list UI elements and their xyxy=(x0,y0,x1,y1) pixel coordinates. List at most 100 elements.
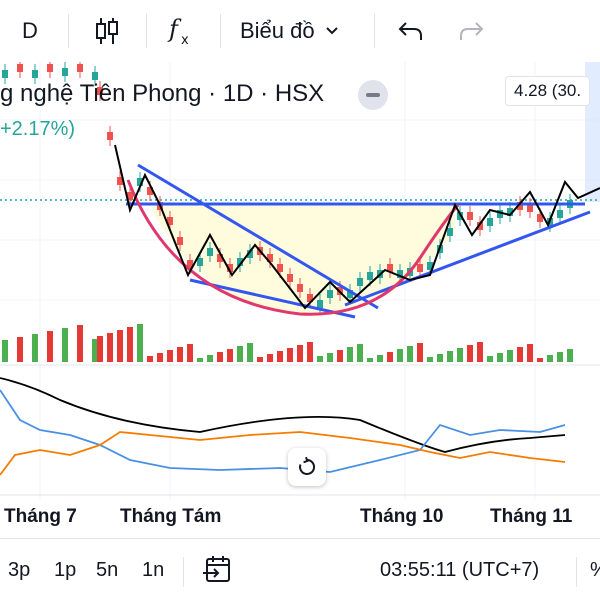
volume-bars xyxy=(2,324,573,362)
volume-bar xyxy=(47,331,53,362)
volume-bar xyxy=(427,357,433,362)
interval-button[interactable]: D xyxy=(14,0,46,62)
volume-bar xyxy=(457,348,463,362)
volume-bar xyxy=(237,346,243,362)
undo-icon[interactable] xyxy=(396,0,426,62)
candle-body xyxy=(207,248,213,256)
volume-bar xyxy=(477,342,483,362)
volume-bar xyxy=(377,355,383,362)
support-trendline[interactable] xyxy=(344,210,591,307)
volume-bar xyxy=(92,339,98,362)
redo-icon[interactable] xyxy=(456,0,486,62)
volume-bar xyxy=(127,327,133,362)
candle-body xyxy=(2,70,8,78)
volume-bar xyxy=(32,334,38,362)
svg-text:f: f xyxy=(167,15,182,43)
chart-type-dropdown[interactable]: Biểu đồ xyxy=(240,0,352,62)
chart-pane[interactable] xyxy=(0,62,600,530)
volume-bar xyxy=(447,351,453,362)
volume-bar xyxy=(527,344,533,362)
candle-body xyxy=(397,270,403,278)
volume-bar xyxy=(467,345,473,362)
volume-bar xyxy=(157,353,163,362)
volume-bar xyxy=(337,350,343,362)
range-button-5n[interactable]: 5n xyxy=(96,558,119,581)
candle-body xyxy=(457,212,463,220)
price-chart[interactable] xyxy=(0,62,600,530)
interval-label: D xyxy=(22,18,38,43)
range-button-1p[interactable]: 1p xyxy=(54,558,77,581)
volume-bar xyxy=(507,350,513,362)
candle-body xyxy=(317,300,323,308)
candle-body xyxy=(427,262,433,270)
volume-bar xyxy=(2,340,8,362)
candle-body xyxy=(107,132,113,140)
volume-bar xyxy=(407,346,413,362)
volume-bar xyxy=(277,351,283,362)
candles-icon[interactable] xyxy=(90,0,124,62)
candle-body xyxy=(47,64,53,72)
goto-date-icon[interactable] xyxy=(202,539,234,601)
top-toolbar: D f x Biểu đồ xyxy=(0,0,600,62)
volume-bar xyxy=(417,343,423,362)
candle-body xyxy=(387,264,393,272)
candle-body xyxy=(197,258,203,266)
lower-trendline[interactable] xyxy=(189,278,356,319)
candle-body xyxy=(17,64,23,72)
candle-body xyxy=(517,202,523,210)
candle-body xyxy=(297,284,303,292)
volume-bar xyxy=(117,330,123,362)
volume-bar xyxy=(247,343,253,362)
toolbar-divider xyxy=(146,14,147,48)
range-button-1n[interactable]: 1n xyxy=(142,558,165,581)
candle-body xyxy=(92,72,98,80)
chart-legend-title: g nghệ Tiên Phong · 1D · HSX xyxy=(0,80,325,107)
indicator-ma-black xyxy=(0,377,566,453)
volume-bar xyxy=(77,325,83,362)
volume-bar xyxy=(97,336,103,362)
volume-bar xyxy=(267,354,273,362)
percent-toggle[interactable]: % xyxy=(590,539,600,601)
candle-body xyxy=(497,210,503,218)
volume-bar xyxy=(497,353,503,362)
volume-bar xyxy=(207,355,213,362)
bottom-divider xyxy=(576,557,577,587)
range-button-3p[interactable]: 3p xyxy=(8,558,31,581)
volume-bar xyxy=(487,356,493,362)
bottom-toolbar: 3p 1p 5n 1n 03:55:11 (UTC+7) % xyxy=(0,538,600,601)
time-axis-label: Tháng Tám xyxy=(120,506,222,527)
collapse-legend-button[interactable] xyxy=(358,80,388,110)
candle-body xyxy=(62,68,68,76)
volume-bar xyxy=(297,345,303,362)
candle-body xyxy=(127,192,133,200)
zigzag-line[interactable] xyxy=(114,144,600,310)
svg-text:x: x xyxy=(181,33,189,47)
upper-trendline[interactable] xyxy=(137,163,379,310)
volume-bar xyxy=(217,352,223,362)
volume-bar xyxy=(62,328,68,362)
bottom-divider xyxy=(183,557,184,587)
candle-body xyxy=(477,222,483,230)
price-tag: 4.28 (30. xyxy=(505,76,591,106)
volume-bar xyxy=(537,358,543,362)
candle-body xyxy=(97,87,103,95)
candle-body xyxy=(267,254,273,262)
fx-icon[interactable]: f x xyxy=(164,0,198,62)
time-axis-label: Tháng 10 xyxy=(360,506,444,527)
volume-bar xyxy=(307,342,313,362)
candle-body xyxy=(227,264,233,272)
candle-body xyxy=(237,258,243,266)
volume-bar xyxy=(17,337,23,362)
volume-bar xyxy=(167,350,173,362)
volume-bar xyxy=(187,344,193,362)
volume-bar xyxy=(227,349,233,362)
reset-chart-button[interactable] xyxy=(288,448,326,486)
candle-body xyxy=(217,254,223,262)
clock-time[interactable]: 03:55:11 (UTC+7) xyxy=(380,558,540,581)
cup-curve[interactable] xyxy=(126,179,460,316)
candle-body xyxy=(137,178,143,186)
candle-body xyxy=(247,250,253,258)
volume-bar xyxy=(347,347,353,362)
toolbar-divider xyxy=(220,14,221,48)
pattern-fill xyxy=(150,205,455,313)
